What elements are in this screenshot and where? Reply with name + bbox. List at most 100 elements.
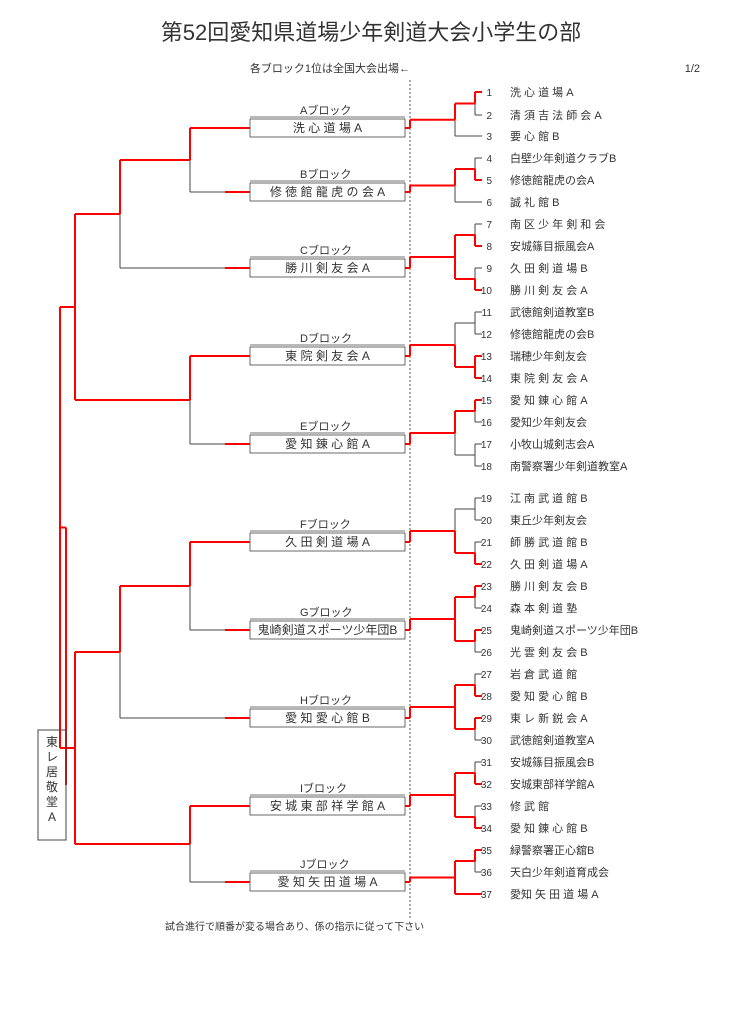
page-title: 第52回愛知県道場少年剣道大会小学生の部 bbox=[161, 20, 581, 45]
entry-team: 久 田 剣 道 場 A bbox=[510, 557, 588, 571]
entry-team: 愛 知 錬 心 館 B bbox=[510, 821, 588, 835]
subtitle: 各ブロック1位は全国大会出場← bbox=[250, 61, 410, 75]
entry-number: 17 bbox=[481, 440, 493, 451]
entry-team: 東 レ 新 鋭 会 A bbox=[510, 711, 588, 725]
entry-team: 安城東部祥学館A bbox=[510, 777, 595, 791]
entry-team: 要 心 館 B bbox=[510, 129, 560, 143]
bottom-note: 試合進行で順番が変る場合あり、係の指示に従って下さい bbox=[165, 920, 424, 933]
entry-number: 25 bbox=[481, 626, 493, 637]
entry-team: 鬼崎剣道スポーツ少年団B bbox=[510, 623, 638, 637]
entry-team: 愛 知 錬 心 館 A bbox=[510, 393, 588, 407]
entry-team: 瑞穂少年剣友会 bbox=[510, 349, 587, 363]
entry-team: 久 田 剣 道 場 B bbox=[510, 261, 588, 275]
entry-team: 修徳館龍虎の会A bbox=[510, 173, 595, 187]
entry-number: 18 bbox=[481, 462, 493, 473]
entry-team: 江 南 武 道 館 B bbox=[510, 491, 588, 505]
tournament-bracket: 第52回愛知県道場少年剣道大会小学生の部各ブロック1位は全国大会出場← 1/2 試合… bbox=[0, 0, 742, 1024]
champion-name: 敬 bbox=[46, 780, 58, 794]
block-label: Iブロック bbox=[300, 781, 347, 795]
entry-team: 勝 川 剣 友 会 A bbox=[510, 283, 588, 297]
block-label: Aブロック bbox=[300, 103, 351, 117]
entry-team: 光 雲 剣 友 会 B bbox=[510, 645, 588, 659]
entry-team: 誠 礼 館 B bbox=[510, 195, 560, 209]
entry-number: 27 bbox=[481, 670, 493, 681]
block-label: Gブロック bbox=[300, 605, 353, 619]
entry-number: 31 bbox=[481, 758, 493, 769]
entry-number: 5 bbox=[486, 176, 492, 187]
block-winner: 愛 知 愛 心 館 B bbox=[285, 710, 370, 725]
entry-number: 12 bbox=[481, 330, 493, 341]
entry-team: 勝 川 剣 友 会 B bbox=[510, 579, 588, 593]
entry-number: 32 bbox=[481, 780, 493, 791]
entry-number: 8 bbox=[486, 242, 492, 253]
entry-team: 愛知 矢 田 道 場 A bbox=[510, 887, 599, 901]
entry-team: 修徳館龍虎の会B bbox=[510, 327, 594, 341]
entry-team: 愛 知 愛 心 館 B bbox=[510, 689, 588, 703]
entry-team: 武徳館剣道教室A bbox=[510, 733, 595, 747]
entry-number: 36 bbox=[481, 868, 493, 879]
entry-number: 2 bbox=[486, 111, 492, 122]
entry-number: 7 bbox=[486, 220, 492, 231]
entry-number: 1 bbox=[486, 88, 492, 99]
block-winner: 安 城 東 部 祥 学 館 A bbox=[270, 798, 385, 813]
entry-number: 30 bbox=[481, 736, 493, 747]
entry-number: 22 bbox=[481, 560, 493, 571]
entry-team: 安城篠目振風会B bbox=[510, 755, 594, 769]
block-winner: 洗 心 道 場 A bbox=[293, 121, 362, 135]
entry-number: 20 bbox=[481, 516, 493, 527]
block-label: Bブロック bbox=[300, 167, 351, 181]
entry-number: 26 bbox=[481, 648, 493, 659]
entry-number: 11 bbox=[482, 308, 493, 319]
entry-team: 愛知少年剣友会 bbox=[510, 415, 587, 429]
page-number: 1/2 bbox=[685, 63, 700, 75]
entry-team: 小牧山城剣志会A bbox=[510, 437, 595, 451]
entry-number: 9 bbox=[486, 264, 492, 275]
champion-name: 居 bbox=[46, 765, 58, 779]
block-winner: 鬼崎剣道スポーツ少年団B bbox=[258, 622, 398, 637]
champion-name: A bbox=[48, 810, 56, 824]
entry-team: 武徳館剣道教室B bbox=[510, 305, 594, 319]
entry-team: 洗 心 道 場 A bbox=[510, 85, 574, 99]
champion-name: 堂 bbox=[46, 795, 58, 809]
entry-number: 19 bbox=[481, 494, 493, 505]
entry-team: 師 勝 武 道 館 B bbox=[510, 535, 588, 549]
entry-number: 34 bbox=[481, 824, 493, 835]
block-winner: 勝 川 剣 友 会 A bbox=[285, 260, 370, 275]
entry-number: 37 bbox=[481, 890, 493, 901]
entry-number: 4 bbox=[486, 154, 492, 165]
block-winner: 東 院 剣 友 会 A bbox=[285, 349, 370, 363]
entry-number: 23 bbox=[481, 582, 493, 593]
entry-number: 13 bbox=[481, 352, 493, 363]
entry-number: 35 bbox=[481, 846, 493, 857]
entry-team: 森 本 剣 道 塾 bbox=[510, 601, 577, 615]
block-label: Dブロック bbox=[300, 331, 352, 345]
entry-team: 南警察署少年剣道教室A bbox=[510, 459, 628, 473]
entry-team: 南 区 少 年 剣 和 会 bbox=[510, 217, 605, 231]
entry-number: 28 bbox=[481, 692, 493, 703]
entry-team: 白壁少年剣道クラブB bbox=[510, 151, 616, 165]
block-winner: 久 田 剣 道 場 A bbox=[285, 535, 370, 549]
block-winner: 愛 知 錬 心 館 A bbox=[285, 436, 370, 451]
entry-number: 10 bbox=[481, 286, 493, 297]
entry-team: 岩 倉 武 道 館 bbox=[510, 667, 577, 681]
block-label: Fブロック bbox=[300, 517, 351, 531]
entry-team: 天白少年剣道育成会 bbox=[510, 865, 609, 879]
entry-number: 3 bbox=[486, 132, 492, 143]
entry-number: 24 bbox=[481, 604, 493, 615]
entry-number: 21 bbox=[481, 538, 493, 549]
entry-number: 6 bbox=[486, 198, 492, 209]
entry-number: 29 bbox=[481, 714, 493, 725]
block-label: Eブロック bbox=[300, 419, 351, 433]
entry-team: 東丘少年剣友会 bbox=[510, 513, 587, 527]
block-label: Cブロック bbox=[300, 243, 352, 257]
entry-team: 清 須 吉 法 師 会 A bbox=[510, 108, 602, 122]
champion-name: 東 bbox=[46, 735, 58, 749]
entry-number: 15 bbox=[481, 396, 493, 407]
block-winner: 愛 知 矢 田 道 場 A bbox=[277, 875, 377, 889]
entry-number: 14 bbox=[481, 374, 493, 385]
block-winner: 修 徳 館 龍 虎 の 会 A bbox=[270, 184, 385, 199]
block-label: Jブロック bbox=[300, 857, 350, 871]
entry-team: 安城篠目振風会A bbox=[510, 239, 595, 253]
entry-team: 東 院 剣 友 会 A bbox=[510, 371, 588, 385]
entry-team: 修 武 館 bbox=[510, 799, 549, 813]
